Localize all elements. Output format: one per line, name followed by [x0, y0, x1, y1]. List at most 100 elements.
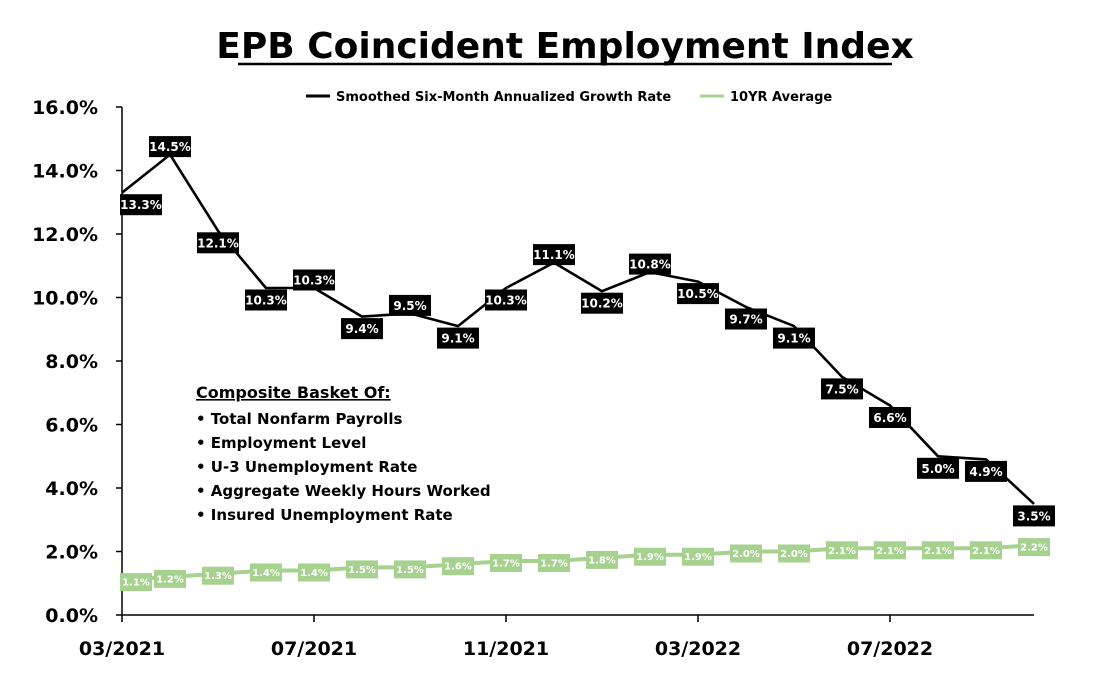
ten-year-average-data-label: 1.6%: [444, 562, 472, 573]
composite-basket-item: • Employment Level: [196, 434, 366, 452]
ten-year-average-label-box: [394, 560, 426, 579]
ten-year-average-data-label: 1.5%: [348, 565, 376, 576]
growth-rate-label-box: [293, 269, 335, 291]
ten-year-average-data-label: 1.5%: [396, 565, 424, 576]
ten-year-average-label-box: [298, 563, 330, 582]
ten-year-average-label-box: [586, 550, 618, 569]
ten-year-average-label-box: [874, 541, 906, 560]
ten-year-average-data-label: 1.8%: [588, 555, 616, 566]
growth-rate-data-label: 9.1%: [777, 332, 810, 346]
data-labels-layer: 13.3% 14.5% 12.1% 10.3% 10.3% 9.4% 9.5% 9.1% 10.…: [120, 136, 1055, 592]
growth-rate-line: [121, 153, 1035, 505]
growth-rate-data-label: 10.2%: [581, 297, 623, 311]
y-tick-label: 16.0%: [32, 97, 98, 119]
ten-year-average-label-box: [346, 560, 378, 579]
ten-year-average-data-label: 2.1%: [876, 546, 904, 557]
y-tick-label: 8.0%: [45, 351, 98, 373]
legend-label-10yr-average: 10YR Average: [730, 90, 832, 105]
x-tick-label: 03/2021: [79, 638, 165, 660]
x-tick-label: 07/2021: [271, 638, 357, 660]
growth-rate-data-label: 11.1%: [533, 248, 575, 262]
ten-year-average-data-label: 1.4%: [252, 568, 280, 579]
ten-year-average-label-box: [922, 541, 954, 560]
axes: 0.0% 2.0% 4.0% 6.0% 8.0% 10.0% 12.0% 14.0% 16.0%…: [32, 97, 1034, 660]
growth-rate-data-label: 7.5%: [825, 382, 858, 396]
ten-year-average-label-box: [154, 569, 186, 588]
y-tick-label: 0.0%: [45, 605, 98, 627]
composite-basket-item: • Total Nonfarm Payrolls: [196, 410, 402, 428]
y-tick-label: 12.0%: [32, 224, 98, 246]
composite-basket-item: • U-3 Unemployment Rate: [196, 458, 417, 476]
growth-rate-label-box: [869, 407, 911, 428]
legend-label-growth-rate: Smoothed Six-Month Annualized Growth Rat…: [336, 90, 671, 105]
composite-basket-note: Composite Basket Of: • Total Nonfarm Pay…: [196, 383, 491, 524]
ten-year-average-label-box: [826, 541, 858, 560]
growth-rate-label-box: [533, 244, 575, 266]
growth-rate-label-box: [341, 318, 383, 340]
ten-year-average-label-box: [970, 541, 1002, 560]
growth-rate-data-label: 10.3%: [245, 294, 287, 308]
growth-rate-label-box: [1013, 505, 1055, 527]
ten-year-average-data-label: 1.2%: [156, 574, 184, 585]
growth-rate-label-box: [485, 289, 527, 311]
growth-rate-data-label: 6.6%: [873, 411, 906, 425]
ten-year-average-label-box: [250, 563, 282, 582]
ten-year-average-data-label: 1.7%: [492, 559, 520, 570]
growth-rate-data-label: 9.5%: [393, 299, 426, 313]
growth-rate-data-label: 13.3%: [120, 198, 162, 212]
ten-year-average-label-box: [682, 547, 714, 566]
ten-year-average-data-label: 1.4%: [300, 568, 328, 579]
y-tick-label: 10.0%: [32, 288, 98, 310]
ten-year-average-label-box: [778, 544, 810, 563]
legend: Smoothed Six-Month Annualized Growth Rat…: [306, 90, 832, 105]
y-tick-label: 6.0%: [45, 415, 98, 437]
growth-rate-label-box: [725, 308, 767, 330]
ten-year-average-label-box: [730, 544, 762, 563]
growth-rate-label-box: [965, 460, 1007, 482]
growth-rate-label-box: [245, 289, 287, 311]
growth-rate-data-label: 9.7%: [729, 313, 762, 327]
ten-year-average-data-label: 1.1%: [122, 578, 150, 589]
growth-rate-data-label: 3.5%: [1017, 509, 1050, 523]
x-tick-label: 03/2022: [655, 638, 741, 660]
ten-year-average-data-label: 1.9%: [684, 552, 712, 563]
ten-year-average-label-box: [442, 557, 474, 576]
growth-rate-label-box: [821, 378, 863, 400]
ten-year-average-data-label: 1.7%: [540, 559, 568, 570]
ten-year-average-label-box: [1018, 538, 1050, 557]
composite-basket-item: • Insured Unemployment Rate: [196, 506, 453, 524]
growth-rate-label-box: [629, 253, 671, 275]
growth-rate-data-label: 9.4%: [345, 322, 378, 336]
growth-rate-data-label: 10.3%: [293, 274, 335, 288]
ten-year-average-data-label: 2.0%: [780, 549, 808, 560]
growth-rate-label-box: [677, 283, 719, 305]
growth-rate-label-box: [773, 327, 815, 349]
growth-rate-data-label: 10.8%: [629, 258, 671, 272]
ten-year-average-label-box: [490, 554, 522, 572]
growth-rate-label-box: [149, 136, 191, 158]
growth-rate-label-box: [120, 194, 162, 216]
y-tick-label: 4.0%: [45, 478, 98, 500]
ten-year-average-data-label: 2.1%: [828, 546, 856, 557]
y-tick-label: 14.0%: [32, 161, 98, 183]
growth-rate-label-box: [917, 457, 959, 479]
x-tick-label: 07/2022: [847, 638, 933, 660]
ten-year-average-data-label: 1.9%: [636, 552, 664, 563]
growth-rate-data-label: 5.0%: [921, 462, 954, 476]
composite-basket-item: • Aggregate Weekly Hours Worked: [196, 482, 491, 500]
growth-rate-data-label: 14.5%: [149, 140, 191, 154]
growth-rate-label-box: [581, 292, 623, 314]
ten-year-average-data-label: 2.2%: [1020, 543, 1048, 554]
growth-rate-data-label: 12.1%: [197, 236, 239, 250]
ten-year-average-data-label: 2.1%: [924, 546, 952, 557]
growth-rate-label-box: [389, 294, 431, 316]
y-tick-label: 2.0%: [45, 542, 98, 564]
growth-rate-label-box: [197, 232, 239, 254]
ten-year-average-data-label: 2.1%: [972, 546, 1000, 557]
chart-title: EPB Coincident Employment Index: [216, 26, 913, 67]
growth-rate-data-label: 9.1%: [441, 332, 474, 346]
ten-year-average-data-label: 1.3%: [204, 571, 232, 582]
x-tick-label: 11/2021: [463, 638, 549, 660]
growth-rate-data-label: 4.9%: [969, 465, 1002, 479]
